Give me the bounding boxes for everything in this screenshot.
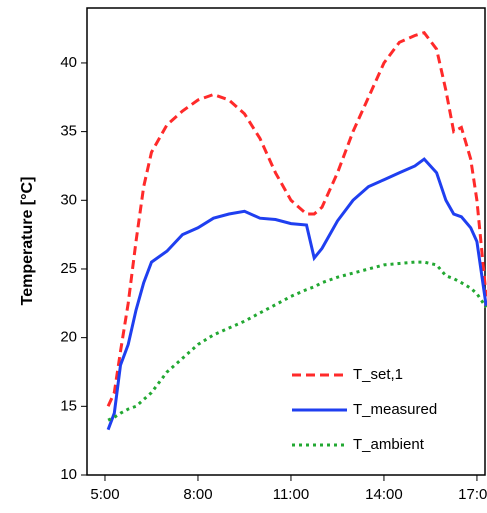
data-line	[107, 260, 487, 422]
y-tick-label: 10	[60, 466, 77, 483]
plot-frame	[86, 7, 486, 476]
y-tick-label: 25	[60, 260, 77, 277]
x-tick-label: 8:00	[183, 486, 212, 503]
data-line	[106, 157, 487, 431]
y-tick-label: 30	[60, 191, 77, 208]
y-tick-label: 40	[60, 54, 77, 71]
y-tick-label: 15	[60, 397, 77, 414]
legend-label: T_measured	[353, 401, 437, 418]
x-tick-label: 14:00	[365, 486, 403, 503]
x-tick-label: 11:00	[273, 486, 309, 503]
legend-label: T_set,1	[353, 366, 403, 383]
x-tick-label: 5:00	[90, 486, 119, 503]
y-tick-label: 35	[60, 123, 77, 140]
data-line	[106, 30, 487, 407]
legend-label: T_ambient	[353, 436, 425, 453]
y-axis-label: Temperature [°C]	[19, 177, 36, 306]
y-tick-label: 20	[60, 329, 77, 346]
x-tick-label: 17:00	[458, 486, 487, 503]
